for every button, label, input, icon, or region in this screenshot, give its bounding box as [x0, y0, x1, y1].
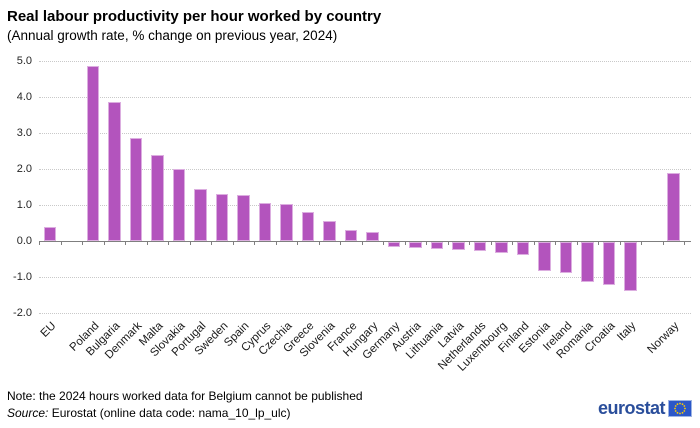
eu-flag-star	[681, 411, 684, 414]
x-axis-tick	[125, 242, 126, 245]
y-axis-tick-label: -2.0	[13, 307, 32, 319]
x-axis-tick	[533, 242, 535, 245]
x-axis-tick	[60, 242, 62, 245]
bar-greece	[301, 212, 314, 241]
bar-estonia	[538, 242, 551, 271]
eu-flag-icon	[668, 399, 692, 417]
x-axis-tick	[469, 242, 470, 245]
y-axis-tick-label: 5.0	[16, 55, 32, 67]
bar-norway	[667, 172, 680, 241]
bar-luxembourg	[495, 242, 508, 253]
eu-flag-star	[674, 409, 677, 412]
y-gridline	[39, 61, 691, 62]
x-axis-tick	[318, 242, 320, 245]
bar-slovakia	[172, 169, 185, 241]
x-axis-tick	[662, 242, 664, 245]
eu-flag-star	[683, 404, 686, 407]
chart-note: Note: the 2024 hours worked data for Bel…	[7, 389, 363, 403]
x-axis-tick	[641, 242, 642, 245]
eu-flag-star	[681, 402, 684, 405]
bar-eu	[43, 226, 56, 241]
x-axis-tick	[232, 242, 234, 245]
eurostat-logo: eurostat	[598, 398, 692, 418]
y-gridline	[39, 133, 691, 134]
y-gridline	[39, 205, 691, 206]
x-axis-tick	[619, 242, 621, 245]
eu-flag-star	[679, 402, 681, 404]
bar-bulgaria	[108, 102, 121, 241]
y-gridline	[39, 169, 691, 170]
eu-flag-star	[674, 407, 676, 409]
x-axis-tick	[275, 242, 277, 245]
y-axis-tick-label: 2.0	[16, 163, 32, 175]
eu-flag-star	[679, 412, 681, 414]
x-axis-tick	[340, 242, 341, 245]
eu-flag-star	[676, 411, 679, 414]
y-axis-tick-label: -1.0	[13, 271, 32, 283]
x-axis-tick	[684, 242, 685, 245]
y-gridline	[39, 97, 691, 98]
bar-germany	[387, 242, 400, 248]
x-axis-tick	[576, 242, 578, 245]
x-axis-tick	[426, 242, 427, 245]
bar-latvia	[452, 242, 465, 250]
x-axis-tick	[211, 242, 212, 245]
bar-malta	[151, 154, 164, 241]
bar-ireland	[559, 242, 572, 273]
bar-france	[344, 230, 357, 241]
x-axis-tick	[383, 242, 384, 245]
chart-source: Source: Eurostat (online data code: nama…	[7, 406, 291, 420]
eurostat-wordmark: eurostat	[597, 398, 666, 418]
bar-slovenia	[323, 221, 336, 241]
x-axis-tick	[404, 242, 406, 245]
bar-croatia	[602, 242, 615, 286]
bar-romania	[581, 242, 594, 282]
bar-sweden	[215, 194, 228, 241]
x-axis-tick	[555, 242, 556, 245]
x-axis-tick	[146, 242, 148, 245]
bar-netherlands	[473, 242, 486, 251]
source-text: Eurostat (online data code: nama_10_lp_u…	[48, 406, 291, 420]
bar-czechia	[280, 203, 293, 241]
x-axis-tick	[490, 242, 492, 245]
eu-flag-star	[674, 404, 677, 407]
chart-subtitle: (Annual growth rate, % change on previou…	[7, 28, 338, 43]
y-gridline	[39, 277, 691, 278]
bar-cyprus	[258, 203, 271, 241]
x-axis-tick	[39, 242, 40, 245]
bar-lithuania	[430, 242, 443, 249]
bar-spain	[237, 194, 250, 241]
x-axis-line	[39, 241, 691, 242]
eu-flag-star	[684, 407, 686, 409]
bar-hungary	[366, 232, 379, 241]
x-axis-tick	[297, 242, 298, 245]
y-gridline	[39, 313, 691, 314]
x-axis-tick	[361, 242, 363, 245]
x-axis-tick	[189, 242, 191, 245]
x-axis-tick	[254, 242, 255, 245]
x-axis-tick	[103, 242, 105, 245]
chart-title: Real labour productivity per hour worked…	[7, 8, 382, 25]
y-axis-tick-label: 4.0	[16, 91, 32, 103]
bar-portugal	[194, 188, 207, 241]
y-axis-tick-label: 0.0	[16, 235, 32, 247]
bar-italy	[624, 242, 637, 291]
eu-flag-star	[683, 409, 686, 412]
x-axis-tick	[512, 242, 513, 245]
bar-finland	[516, 242, 529, 255]
bar-poland	[86, 66, 99, 241]
y-axis-tick-label: 3.0	[16, 127, 32, 139]
bar-denmark	[129, 138, 142, 241]
source-label: Source:	[7, 406, 49, 420]
eu-flag-star	[676, 402, 679, 405]
x-axis-tick	[447, 242, 449, 245]
y-axis-tick-label: 1.0	[16, 199, 32, 211]
x-axis-tick	[168, 242, 169, 245]
x-axis-tick	[598, 242, 599, 245]
bar-austria	[409, 242, 422, 249]
x-axis-tick	[82, 242, 83, 245]
